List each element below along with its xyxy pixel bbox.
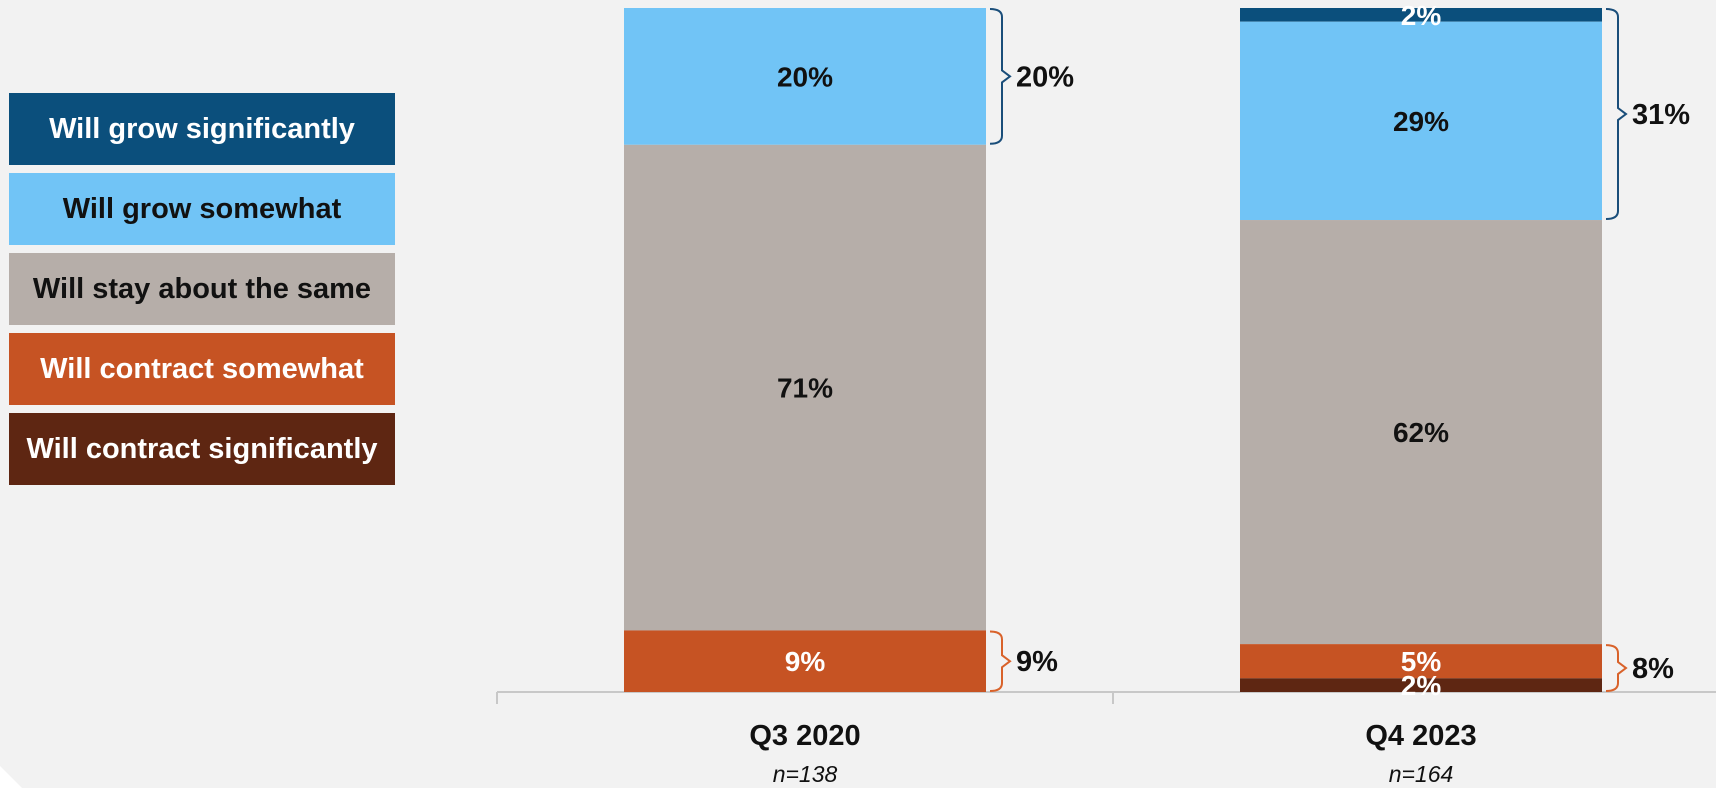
legend-item: Will grow somewhat (9, 173, 395, 245)
data-label: 29% (1393, 106, 1449, 137)
legend-item: Will grow significantly (9, 93, 395, 165)
bar-segment (624, 144, 986, 631)
data-label: 71% (777, 373, 833, 404)
bracket (989, 8, 1012, 145)
bracket (989, 630, 1012, 692)
bracket-total-label: 8% (1632, 653, 1674, 685)
data-label: 9% (785, 646, 826, 677)
bracket (1605, 8, 1628, 221)
bracket-total-label: 20% (1016, 61, 1074, 93)
legend-item: Will stay about the same (9, 253, 395, 325)
bar-segment (1240, 8, 1602, 22)
bar-segment (624, 8, 986, 145)
legend-item: Will contract significantly (9, 413, 395, 485)
data-label: 62% (1393, 417, 1449, 448)
bar-segment (1240, 644, 1602, 679)
legend-item: Will contract somewhat (9, 333, 395, 405)
data-label: 5% (1401, 646, 1442, 677)
bar-segment (1240, 220, 1602, 645)
category-label: Q4 2023 (1365, 720, 1476, 752)
corner-decoration (0, 766, 22, 788)
legend: Will grow significantly Will grow somewha… (9, 93, 395, 493)
category-label: Q3 2020 (749, 720, 860, 752)
bar-segment (1240, 678, 1602, 692)
bar-segment (1240, 21, 1602, 221)
bar-segment (624, 630, 986, 692)
bracket (1605, 644, 1628, 692)
data-label: 2% (1401, 0, 1442, 31)
sample-size-label: n=164 (1389, 761, 1454, 787)
sample-size-label: n=138 (773, 761, 838, 787)
bracket-total-label: 9% (1016, 646, 1058, 678)
data-label: 2% (1401, 670, 1442, 701)
data-label: 20% (777, 61, 833, 92)
bracket-total-label: 31% (1632, 99, 1690, 131)
